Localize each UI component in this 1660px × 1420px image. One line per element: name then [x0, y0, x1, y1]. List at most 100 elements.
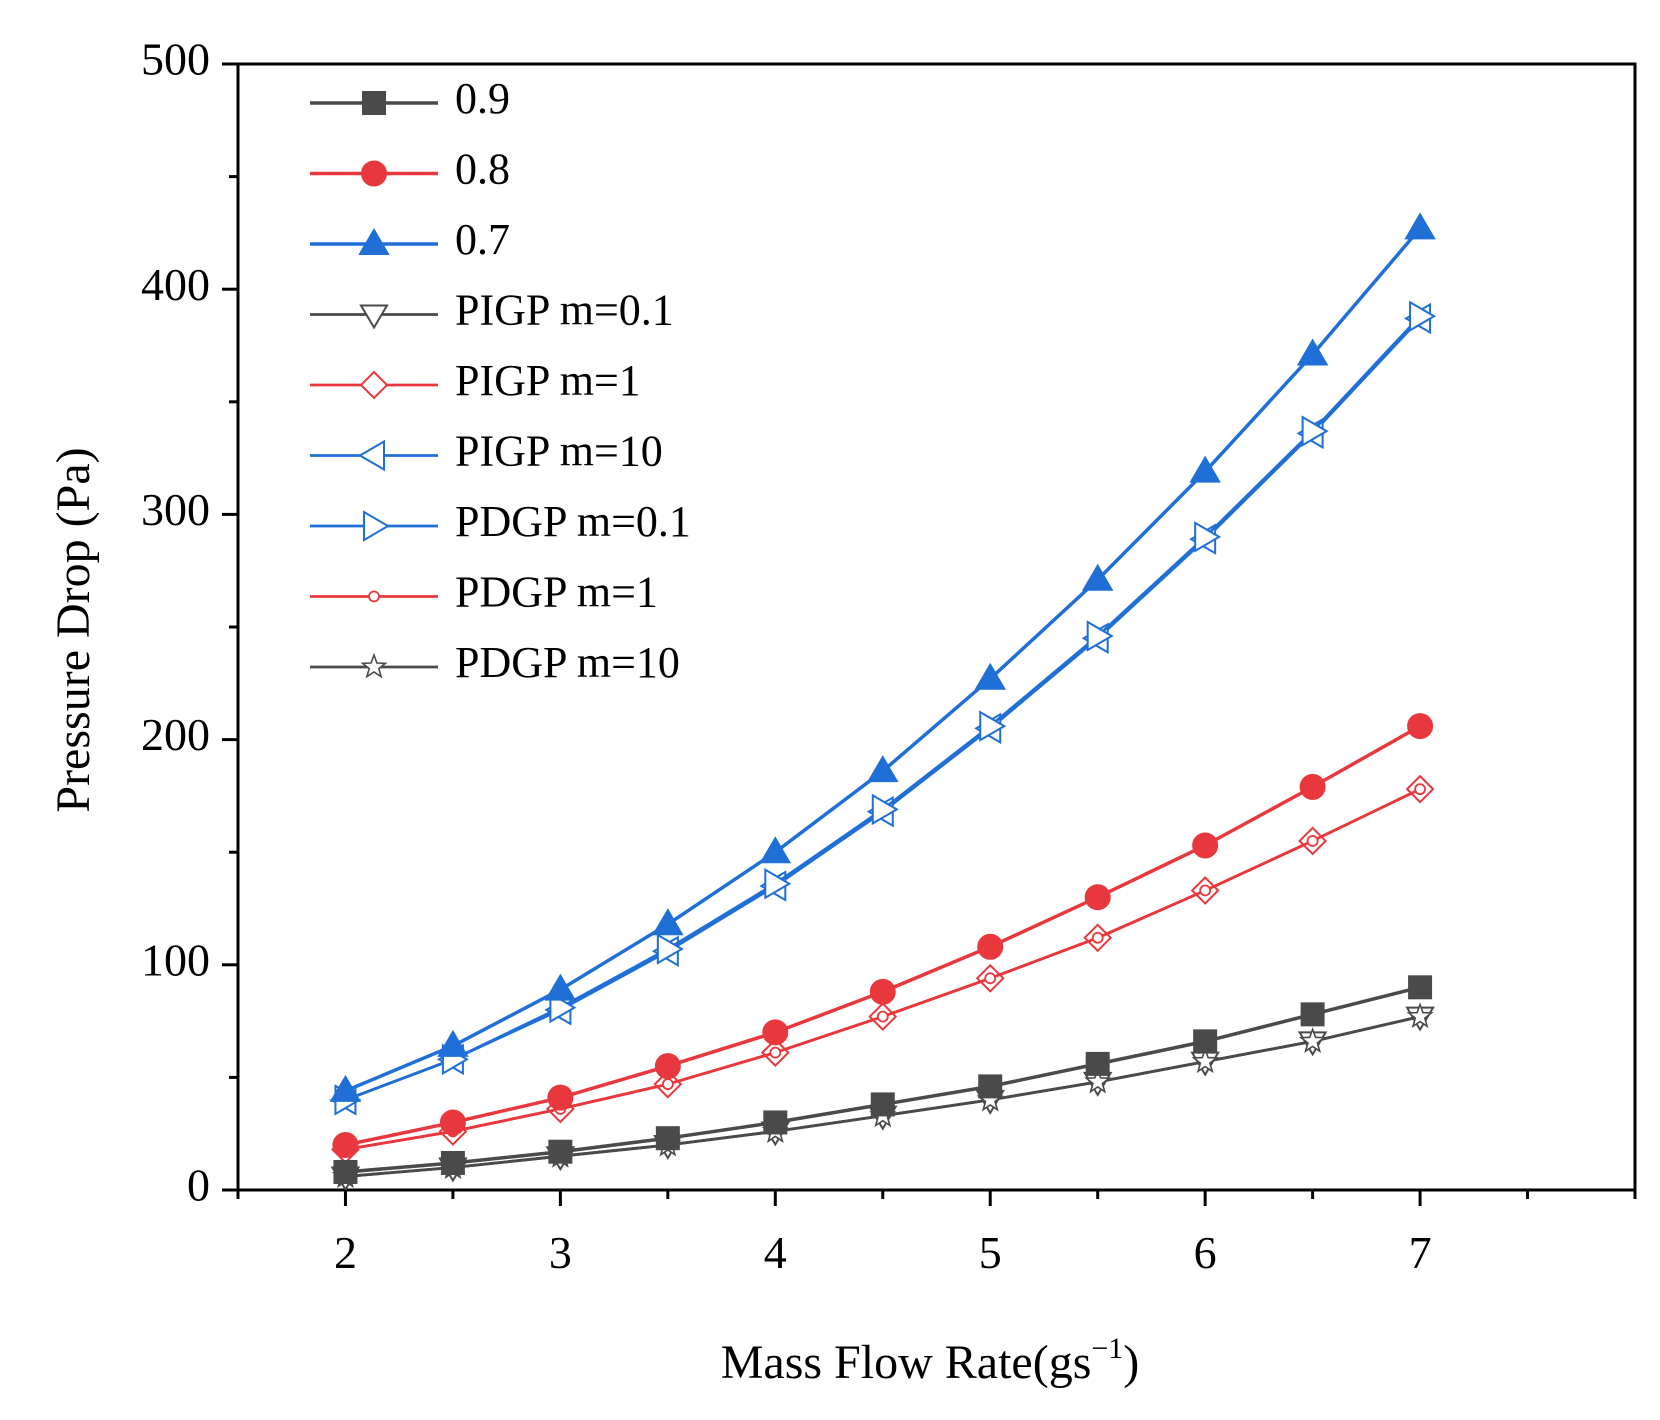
- y-axis-title: Pressure Drop (Pa): [47, 447, 100, 812]
- data-point-0-7: [759, 836, 792, 864]
- data-point-pdgp-m-1: [769, 1046, 782, 1059]
- series-line-0-8: [345, 724, 1421, 1147]
- x-tick-label-4: 4: [764, 1227, 787, 1278]
- y-tick-label-100: 100: [141, 934, 210, 985]
- data-point-0-8: [439, 1109, 466, 1136]
- x-axis-title-main: Mass Flow Rate(gs: [721, 1336, 1092, 1389]
- data-point-0-7: [437, 1029, 469, 1057]
- data-point-0-7: [329, 1074, 362, 1102]
- data-point-pdgp-m-0-1: [549, 991, 577, 1024]
- legend-marker-pigp-m-10: [358, 439, 385, 472]
- legend-marker-0-8: [361, 160, 387, 187]
- legend-item-pdgp-m-0-1: PDGP m=0.1: [310, 497, 691, 546]
- data-point-pdgp-m-0-1: [656, 933, 684, 965]
- data-point-0-8: [547, 1084, 574, 1111]
- data-point-pdgp-m-1: [1091, 931, 1104, 944]
- x-axis-title-superscript: −1: [1091, 1332, 1123, 1365]
- data-point-0-7: [974, 662, 1006, 690]
- data-point-0-9: [1193, 1029, 1218, 1054]
- data-point-0-8: [1299, 773, 1326, 800]
- legend-item-pigp-m-1: PIGP m=1: [310, 356, 641, 405]
- legend-item-0-7: 0.7: [310, 215, 510, 264]
- x-tick-label-5: 5: [979, 1227, 1002, 1278]
- data-point-pdgp-m-1: [661, 1078, 674, 1091]
- y-tick-label-200: 200: [141, 709, 210, 760]
- legend-marker-pigp-m-0-1: [359, 304, 389, 330]
- legend-item-pdgp-m-10: PDGP m=10: [310, 638, 680, 687]
- data-point-0-7: [1189, 455, 1221, 483]
- series-0-7: [329, 212, 1436, 1102]
- legend-marker-pdgp-m-1: [368, 590, 380, 603]
- series-layer: [329, 212, 1437, 1192]
- data-point-pdgp-m-1: [1306, 835, 1319, 847]
- legend-marker-0-9: [362, 91, 386, 115]
- data-point-0-7: [1296, 338, 1329, 366]
- series-pdgp-m-0-1: [334, 300, 1437, 1116]
- data-point-pdgp-m-1: [984, 972, 997, 985]
- data-point-0-9: [763, 1110, 788, 1135]
- x-axis-title: Mass Flow Rate(gs−1): [721, 1332, 1140, 1389]
- legend-label-pigp-m-1: PIGP m=1: [455, 356, 641, 405]
- legend-marker-pigp-m-1: [359, 370, 389, 400]
- data-point-pdgp-m-10: [1084, 1067, 1112, 1094]
- data-point-0-7: [867, 755, 899, 783]
- legend-marker-pdgp-m-0-1: [363, 510, 390, 542]
- data-point-pdgp-m-10: [1298, 1027, 1327, 1053]
- data-point-0-9: [655, 1126, 680, 1151]
- legend-label-pigp-m-10: PIGP m=10: [455, 427, 663, 476]
- legend-label-0-8: 0.8: [455, 145, 510, 194]
- series-0-8: [332, 713, 1434, 1158]
- data-point-pdgp-m-0-1: [1409, 300, 1437, 332]
- series-0-9: [333, 975, 1433, 1184]
- legend-item-pdgp-m-1: PDGP m=1: [310, 568, 658, 617]
- legend-label-pdgp-m-0-1: PDGP m=0.1: [455, 497, 691, 546]
- legend-marker-0-7: [358, 228, 390, 255]
- legend-item-0-8: 0.8: [310, 145, 510, 194]
- data-point-pdgp-m-10: [1191, 1047, 1219, 1074]
- axes: 0 100 200 300 400 500 2 3 4 5 6 7: [141, 34, 1637, 1278]
- data-point-0-8: [1084, 884, 1111, 911]
- legend-label-0-7: 0.7: [455, 215, 510, 264]
- y-tick-label-500: 500: [141, 34, 210, 85]
- x-tick-label-3: 3: [549, 1227, 572, 1278]
- data-point-0-8: [1192, 832, 1219, 859]
- data-point-0-8: [332, 1131, 359, 1158]
- data-point-0-8: [1407, 713, 1434, 740]
- data-point-0-8: [762, 1019, 789, 1046]
- legend: 0.9 0.8 0.7 PIGP m=0.1 PIGP m=1 PIGP m=10 PDGP…: [310, 74, 691, 687]
- legend-item-pigp-m-0-1: PIGP m=0.1: [310, 286, 674, 335]
- data-point-0-8: [869, 978, 896, 1005]
- data-point-pdgp-m-0-1: [1086, 620, 1114, 652]
- data-point-0-8: [654, 1053, 681, 1080]
- data-point-pdgp-m-0-1: [1301, 415, 1329, 447]
- data-point-pdgp-m-0-1: [1194, 521, 1222, 553]
- legend-label-0-9: 0.9: [455, 74, 510, 123]
- legend-label-pdgp-m-10: PDGP m=10: [455, 638, 680, 687]
- y-tick-label-300: 300: [141, 484, 210, 535]
- legend-marker-pdgp-m-10: [360, 652, 388, 679]
- data-point-0-7: [1081, 563, 1114, 591]
- data-point-0-9: [333, 1159, 358, 1184]
- x-axis-title-close: ): [1123, 1336, 1139, 1389]
- y-tick-label-0: 0: [187, 1160, 210, 1211]
- data-point-0-8: [977, 933, 1004, 960]
- data-point-0-9: [1085, 1051, 1110, 1076]
- data-point-0-9: [1408, 975, 1433, 1000]
- data-point-0-7: [544, 973, 577, 1001]
- data-point-0-7: [1404, 212, 1436, 240]
- x-tick-label-7: 7: [1409, 1227, 1432, 1278]
- data-point-pdgp-m-1: [876, 1010, 889, 1023]
- legend-item-0-9: 0.9: [310, 74, 510, 123]
- data-point-0-9: [1300, 1002, 1325, 1027]
- x-tick-label-2: 2: [334, 1227, 357, 1278]
- data-point-pdgp-m-0-1: [979, 710, 1007, 742]
- y-tick-label-400: 400: [141, 259, 210, 310]
- data-point-pdgp-m-1: [1414, 783, 1426, 796]
- data-point-0-9: [440, 1150, 465, 1175]
- legend-item-pigp-m-10: PIGP m=10: [310, 427, 663, 476]
- data-point-pdgp-m-1: [1199, 884, 1212, 897]
- data-point-pdgp-m-10: [1406, 1002, 1434, 1029]
- data-point-0-9: [548, 1139, 573, 1164]
- data-point-0-9: [870, 1092, 895, 1117]
